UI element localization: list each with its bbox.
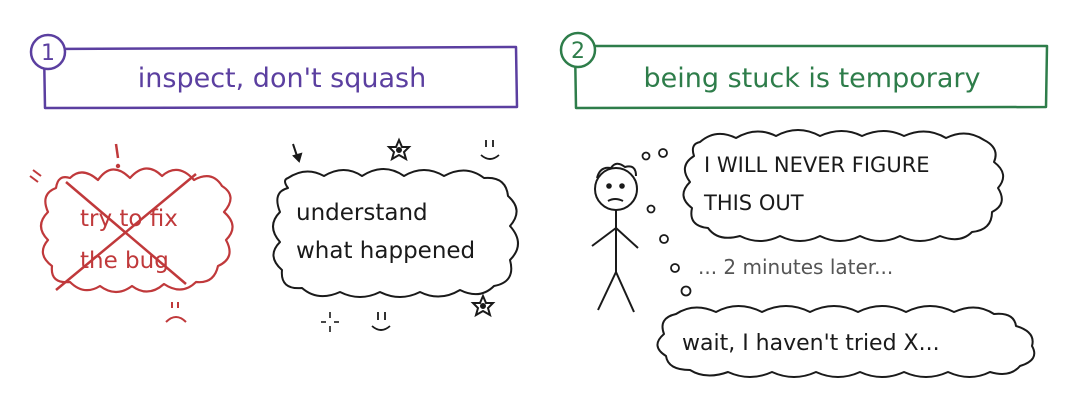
crossed-bubble-line1: try to fix: [80, 206, 178, 232]
panel-1: 1 inspect, don't squash try to fix the b…: [29, 33, 519, 332]
thought-line2: THIS OUT: [703, 191, 804, 215]
thought-cloud-outline: [682, 129, 1005, 242]
good-bubble-line2: what happened: [296, 238, 475, 264]
smile-icon: [480, 140, 500, 160]
panel-2-title-box: [573, 44, 1049, 110]
panel-2-title: being stuck is temporary: [644, 63, 981, 94]
panel-2-number: 2: [571, 39, 585, 64]
figure-head: [594, 167, 638, 211]
sparkle-icon: [321, 312, 339, 332]
exclamation-icon: [114, 143, 121, 169]
thought-dots: [641, 148, 692, 297]
panel-1-title: inspect, don't squash: [138, 63, 426, 94]
reply-bubble-outline: [656, 305, 1036, 378]
frown-face-icon: [165, 302, 187, 323]
panel-1-number-circle: [29, 33, 67, 71]
stick-figure: [591, 162, 639, 313]
panel-2-number-circle: [559, 31, 597, 69]
cross-line-b: [55, 173, 197, 291]
crossed-bubble-line2: the bug: [80, 248, 169, 274]
flower-icon: [386, 137, 412, 162]
crossed-bubble-outline: [39, 167, 234, 294]
good-bubble-line1: understand: [296, 200, 428, 226]
panel-2: 2 being stuck is temporary I WILL NEV: [559, 31, 1049, 378]
smile-bottom-icon: [371, 312, 391, 331]
flower-small-icon: [470, 293, 496, 318]
reply-text: wait, I haven't tried X...: [682, 331, 940, 356]
frown-mark-icon: [29, 169, 42, 183]
time-caption: ... 2 minutes later...: [698, 255, 893, 279]
panel-1-number: 1: [41, 41, 55, 66]
thought-line1: I WILL NEVER FIGURE: [704, 153, 930, 177]
good-bubble-outline: [272, 168, 519, 298]
pencil-mark-icon: [292, 143, 303, 163]
panel-1-title-box: [42, 45, 519, 110]
